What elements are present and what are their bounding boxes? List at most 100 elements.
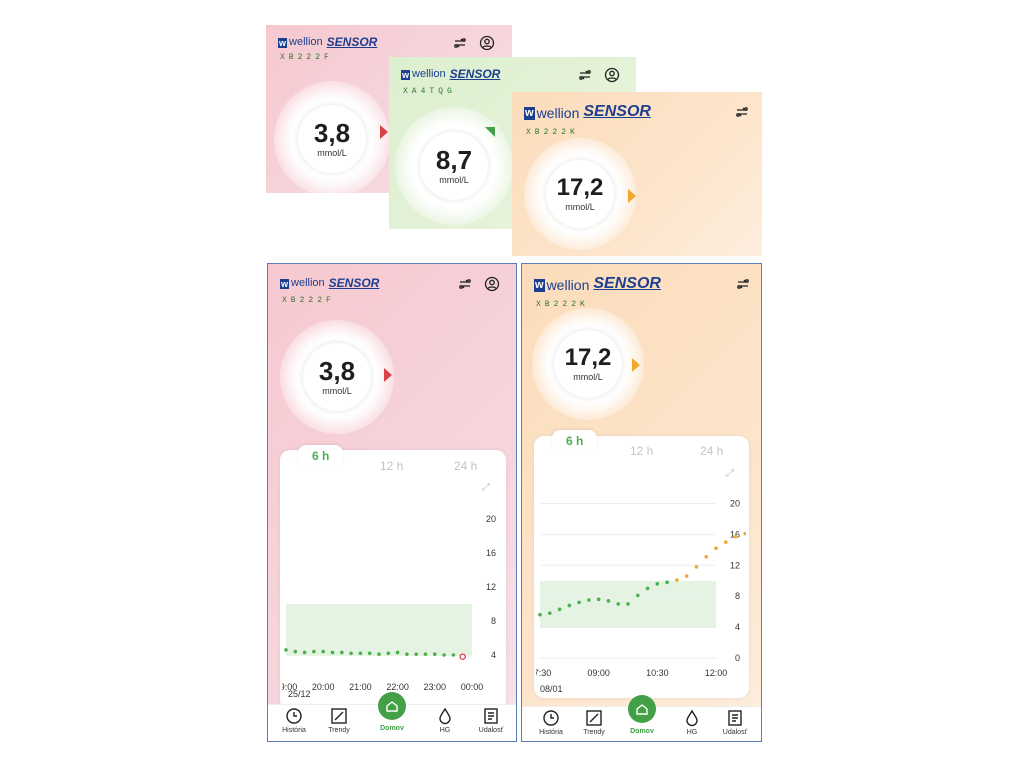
home-icon (636, 704, 648, 715)
logo-mark: w (278, 38, 288, 48)
glucose-value: 17,2 (564, 344, 612, 371)
glucose-display: 8,7 mmol/L (420, 132, 488, 200)
wellion-logo: w wellion SENSOR (524, 104, 651, 120)
logo-wellion: wellion (546, 277, 590, 293)
data-point (284, 648, 288, 652)
glucose-value: 3,8 (313, 118, 351, 148)
y-tick-label: 4 (735, 622, 740, 632)
y-tick-label: 12 (730, 560, 740, 570)
expand-chart-icon[interactable]: ⤢ (482, 482, 490, 493)
data-point (645, 586, 650, 591)
tab-24h[interactable]: 24 h (700, 444, 724, 458)
logo-sensor: SENSOR (449, 67, 501, 81)
nav-history-label: História (282, 727, 306, 734)
nav-event[interactable]: Udalosť (715, 709, 755, 736)
nav-event-label: Udalosť (722, 729, 748, 736)
data-point (442, 653, 446, 657)
trend-arrow-icon (632, 358, 640, 372)
glucose-unit: mmol/L (565, 202, 595, 212)
data-point (704, 554, 709, 559)
logo-mark: w (280, 279, 290, 289)
nav-hg[interactable]: HG (425, 707, 465, 734)
y-tick-label: 20 (730, 498, 740, 508)
nav-home-button[interactable] (628, 695, 656, 723)
nav-trends[interactable]: Trendy (574, 709, 614, 736)
switch-sensor-icon[interactable] (577, 67, 593, 83)
switch-sensor-icon[interactable] (735, 276, 751, 292)
x-tick-label: 07:30 (536, 668, 551, 678)
tab-6h[interactable]: 6 h (298, 445, 344, 467)
glucose-display: 3,8 mmol/L (298, 105, 366, 173)
trend-arrow-icon (485, 127, 495, 137)
chart-date-label: 25/12 (288, 689, 311, 699)
data-point (414, 652, 418, 656)
nav-event[interactable]: Udalosť (471, 707, 511, 734)
data-point (587, 598, 591, 602)
nav-trends-label: Trendy (583, 729, 605, 736)
logo-wellion: wellion (412, 68, 446, 80)
nav-hg-label: HG (686, 729, 698, 736)
x-tick-label: 10:30 (646, 668, 669, 678)
x-tick-label: 20:00 (312, 682, 335, 692)
y-tick-label: 8 (491, 616, 496, 626)
nav-event-label: Udalosť (478, 727, 504, 734)
x-tick-label: 22:00 (386, 682, 409, 692)
wellion-logo: w wellion SENSOR (534, 276, 661, 292)
tab-12h[interactable]: 12 h (380, 459, 404, 473)
x-tick-label: 19:00 (282, 682, 297, 692)
nav-trends[interactable]: Trendy (319, 707, 359, 734)
trend-arrow-icon (380, 125, 388, 139)
sensor-card-orange[interactable]: w wellion SENSOR XB222K 17,2 mmol/L (512, 92, 762, 256)
tab-12h[interactable]: 12 h (630, 444, 654, 458)
data-point (635, 593, 640, 598)
switch-sensor-icon[interactable] (457, 276, 473, 292)
data-point (358, 651, 363, 656)
logo-sensor: SENSOR (583, 103, 651, 120)
y-tick-label: 16 (486, 548, 496, 558)
wellion-logo: w wellion SENSOR (280, 277, 379, 289)
tab-6h[interactable]: 6 h (552, 430, 598, 452)
drop-icon (439, 707, 451, 725)
account-icon[interactable] (484, 276, 500, 292)
event-icon (728, 710, 742, 726)
data-point (626, 602, 630, 606)
y-tick-label: 0 (735, 653, 740, 663)
y-tick-label: 8 (735, 591, 740, 601)
trend-arrow-icon (384, 368, 392, 382)
data-point (405, 652, 409, 656)
trends-icon (331, 708, 347, 724)
glucose-chart-card (534, 436, 749, 698)
data-point (293, 649, 298, 654)
x-tick-label: 09:00 (587, 668, 610, 678)
tab-24h[interactable]: 24 h (454, 459, 478, 473)
nav-hg[interactable]: HG (672, 709, 712, 736)
data-point (321, 649, 325, 654)
switch-sensor-icon[interactable] (452, 35, 468, 51)
x-tick-label: 21:00 (349, 682, 372, 692)
expand-chart-icon[interactable]: ⤢ (726, 468, 734, 479)
wellion-logo: w wellion SENSOR (401, 68, 500, 80)
data-point (386, 651, 391, 656)
nav-history[interactable]: História (274, 707, 314, 734)
nav-trends-label: Trendy (328, 727, 350, 734)
nav-history[interactable]: História (531, 709, 571, 736)
data-point (743, 531, 746, 536)
chart-date-label: 08/01 (540, 684, 563, 694)
y-tick-label: 20 (486, 514, 496, 524)
data-point (340, 650, 344, 655)
logo-wellion: wellion (536, 105, 580, 121)
nav-home-button[interactable] (378, 692, 406, 720)
glucose-value: 8,7 (435, 145, 473, 175)
history-icon (286, 708, 302, 724)
data-point (312, 649, 316, 654)
trend-arrow-icon (628, 189, 636, 203)
data-point (547, 611, 552, 615)
account-icon[interactable] (604, 67, 620, 83)
data-point (423, 652, 428, 656)
nav-home-label: Domov (380, 725, 404, 732)
account-icon[interactable] (479, 35, 495, 51)
event-icon (484, 708, 498, 724)
switch-sensor-icon[interactable] (734, 104, 750, 120)
home-icon (386, 701, 398, 712)
x-tick-label: 23:00 (424, 682, 447, 692)
